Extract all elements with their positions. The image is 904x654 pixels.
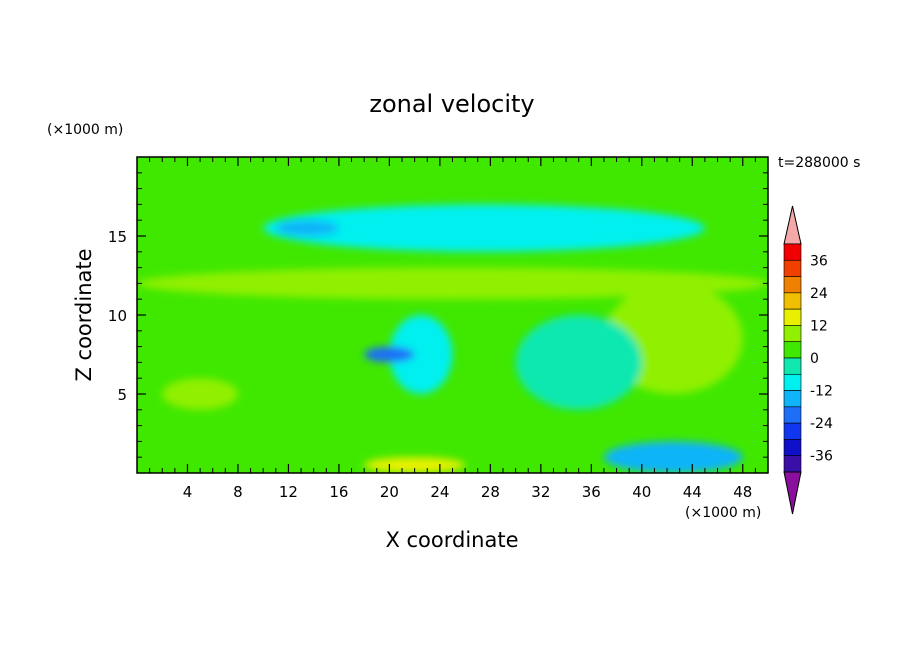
colorbar-segment: [783, 243, 802, 261]
x-tick-label: 16: [329, 483, 348, 501]
x-unit-label: (×1000 m): [685, 505, 761, 521]
colorbar-tick-label: 24: [810, 286, 828, 302]
colorbar-bottom-arrow: [783, 471, 802, 515]
colorbar-segment: [783, 390, 802, 408]
x-axis-label: X coordinate: [385, 528, 518, 552]
x-tick-label: 44: [683, 483, 702, 501]
y-tick-label: 5: [117, 386, 127, 404]
y-tick-label: 10: [108, 307, 127, 325]
field-region-8: [515, 315, 642, 410]
field-region-2: [275, 220, 339, 237]
colorbar-segment: [783, 292, 802, 310]
time-label: t=288000 s: [778, 155, 860, 171]
colorbar-segment: [783, 406, 802, 424]
colorbar-tick-label: 36: [810, 253, 828, 269]
y-axis-label: Z coordinate: [72, 248, 96, 381]
colorbar: 36 24 12 0 -12 -24 -36: [783, 205, 833, 515]
colorbar-tick-label: -36: [810, 449, 833, 465]
x-tick-label: 8: [233, 483, 243, 501]
x-tick-label: 20: [380, 483, 399, 501]
colorbar-segment: [783, 373, 802, 391]
x-tick-label: 28: [481, 483, 500, 501]
colorbar-tick-label: -24: [810, 416, 833, 432]
y-unit-label: (×1000 m): [47, 122, 123, 138]
field-region-3: [137, 267, 768, 300]
colorbar-segment: [783, 439, 802, 457]
x-tick-label: 48: [733, 483, 752, 501]
colorbar-top-arrow: [783, 205, 802, 245]
chart-title: zonal velocity: [369, 90, 534, 118]
colorbar-segment: [783, 325, 802, 343]
colorbar-tick-label: 12: [810, 318, 828, 334]
field-region-5: [389, 315, 453, 394]
heatmap-field: [137, 157, 768, 473]
x-tick-label: 36: [582, 483, 601, 501]
x-tick-label: 24: [430, 483, 449, 501]
colorbar-segment: [783, 455, 802, 473]
colorbar-tick-label: 0: [810, 351, 819, 367]
colorbar-segment: [783, 422, 802, 440]
field-region-9: [603, 441, 743, 473]
x-tick-label: 4: [183, 483, 193, 501]
field-region-1: [263, 204, 705, 252]
colorbar-segment: [783, 341, 802, 359]
x-tick-label: 40: [632, 483, 651, 501]
y-tick-label: 15: [108, 228, 127, 246]
x-tick-label: 32: [531, 483, 550, 501]
field-region-7: [162, 378, 238, 410]
x-tick-label: 12: [279, 483, 298, 501]
colorbar-segment: [783, 276, 802, 294]
colorbar-segment: [783, 259, 802, 277]
field-region-6: [364, 346, 415, 363]
colorbar-segment: [783, 308, 802, 326]
colorbar-segment: [783, 357, 802, 375]
colorbar-tick-label: -12: [810, 384, 833, 400]
